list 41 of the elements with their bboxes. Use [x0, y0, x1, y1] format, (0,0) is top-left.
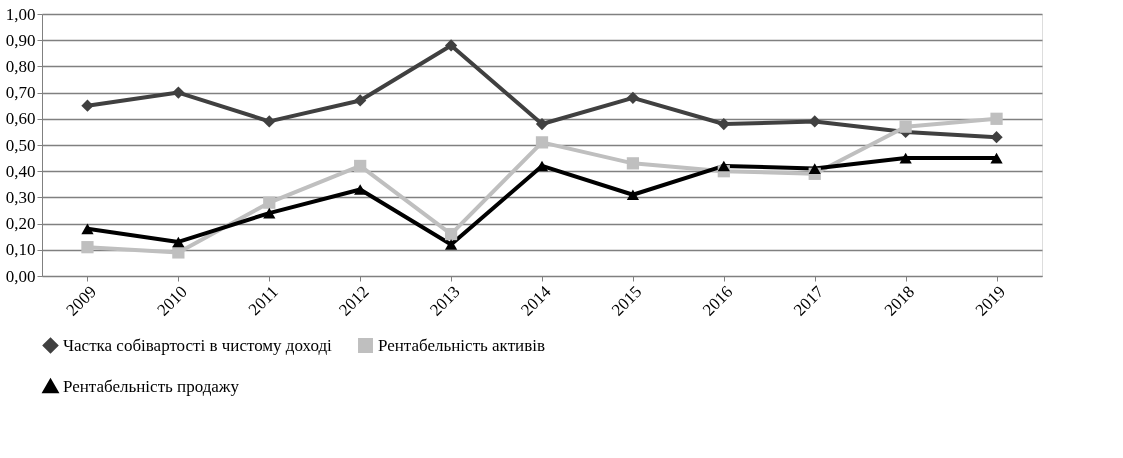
point [717, 117, 730, 131]
y-tick-label: 0,20 [5, 214, 36, 234]
point [626, 189, 640, 201]
y-tick-label: 0,40 [5, 161, 36, 181]
point [990, 152, 1003, 164]
point [354, 159, 367, 173]
point [535, 136, 549, 149]
point [81, 99, 94, 112]
point [626, 157, 640, 170]
point [990, 112, 1003, 125]
point [172, 236, 185, 248]
point [354, 184, 367, 195]
point [354, 94, 367, 107]
y-tick-label: 0,90 [5, 30, 36, 50]
y-tick-label: 0,80 [5, 56, 36, 76]
point [444, 39, 458, 52]
y-tick-label: 0,10 [5, 240, 36, 260]
legend-label: Рентабельність активів [378, 335, 545, 355]
y-tick-label: 1,00 [5, 4, 36, 24]
point [81, 223, 94, 235]
point [535, 117, 549, 131]
point [444, 227, 458, 241]
legend-label: Частка собівартості в чистому доході [63, 335, 333, 355]
point [444, 239, 458, 250]
y-tick-label: 0,50 [5, 135, 36, 155]
y-tick-label: 0,00 [5, 266, 36, 286]
point [263, 115, 276, 128]
legend-label: Рентабельність продажу [63, 376, 240, 396]
point [263, 207, 276, 219]
point [172, 86, 185, 99]
y-tick-label: 0,60 [5, 109, 36, 129]
point [172, 246, 185, 259]
y-tick-label: 0,70 [5, 83, 36, 103]
point [899, 120, 912, 133]
point [717, 160, 730, 172]
y-tick-label: 0,30 [5, 187, 36, 207]
point [899, 152, 912, 164]
point [808, 163, 821, 174]
point [626, 91, 640, 104]
point [81, 241, 94, 254]
point [263, 196, 276, 209]
